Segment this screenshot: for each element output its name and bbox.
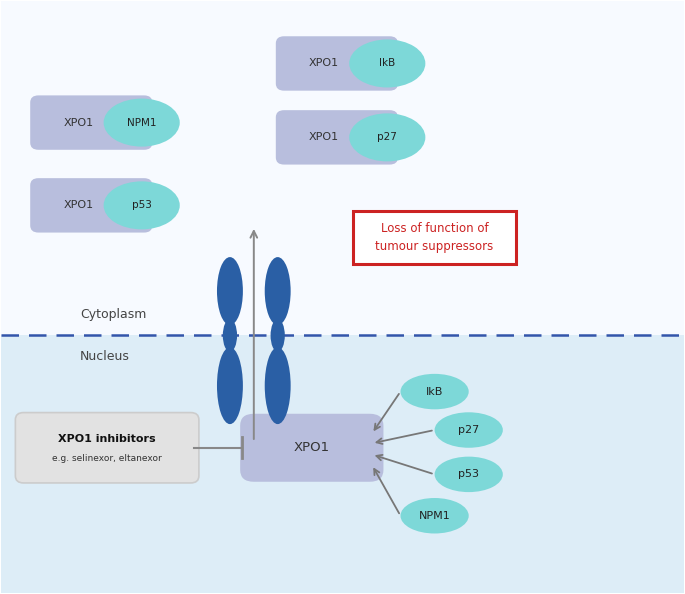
Text: Cytoplasm: Cytoplasm <box>80 308 146 321</box>
Text: XPO1: XPO1 <box>294 441 330 454</box>
Ellipse shape <box>223 319 237 352</box>
Text: XPO1: XPO1 <box>309 58 339 68</box>
Bar <box>1 1 684 336</box>
Ellipse shape <box>103 181 179 229</box>
Ellipse shape <box>264 347 290 424</box>
Ellipse shape <box>434 457 503 492</box>
Text: p27: p27 <box>458 425 480 435</box>
Text: XPO1: XPO1 <box>64 118 94 128</box>
Ellipse shape <box>349 113 425 162</box>
Bar <box>353 211 516 264</box>
Text: XPO1: XPO1 <box>64 200 94 210</box>
Ellipse shape <box>217 257 243 325</box>
Text: XPO1: XPO1 <box>309 132 339 143</box>
FancyBboxPatch shape <box>15 413 199 483</box>
FancyBboxPatch shape <box>30 178 152 233</box>
Text: NPM1: NPM1 <box>419 511 451 521</box>
Text: Nucleus: Nucleus <box>80 350 129 363</box>
Text: e.g. selinexor, eltanexor: e.g. selinexor, eltanexor <box>52 454 162 463</box>
Text: IkB: IkB <box>379 58 395 68</box>
Ellipse shape <box>264 257 290 325</box>
Ellipse shape <box>103 99 179 147</box>
Text: Loss of function of
tumour suppressors: Loss of function of tumour suppressors <box>375 222 494 254</box>
Text: IkB: IkB <box>426 387 443 397</box>
FancyBboxPatch shape <box>30 96 152 150</box>
FancyBboxPatch shape <box>240 414 384 482</box>
Ellipse shape <box>217 347 243 424</box>
Ellipse shape <box>349 39 425 87</box>
Ellipse shape <box>434 412 503 448</box>
Text: p27: p27 <box>377 132 397 143</box>
FancyBboxPatch shape <box>276 36 398 91</box>
Ellipse shape <box>401 498 469 533</box>
FancyBboxPatch shape <box>276 110 398 165</box>
Text: p53: p53 <box>458 469 480 479</box>
Text: p53: p53 <box>132 200 151 210</box>
Bar <box>1 336 684 593</box>
Text: XPO1 inhibitors: XPO1 inhibitors <box>58 434 156 444</box>
Ellipse shape <box>401 374 469 409</box>
Ellipse shape <box>271 319 285 352</box>
Text: NPM1: NPM1 <box>127 118 156 128</box>
